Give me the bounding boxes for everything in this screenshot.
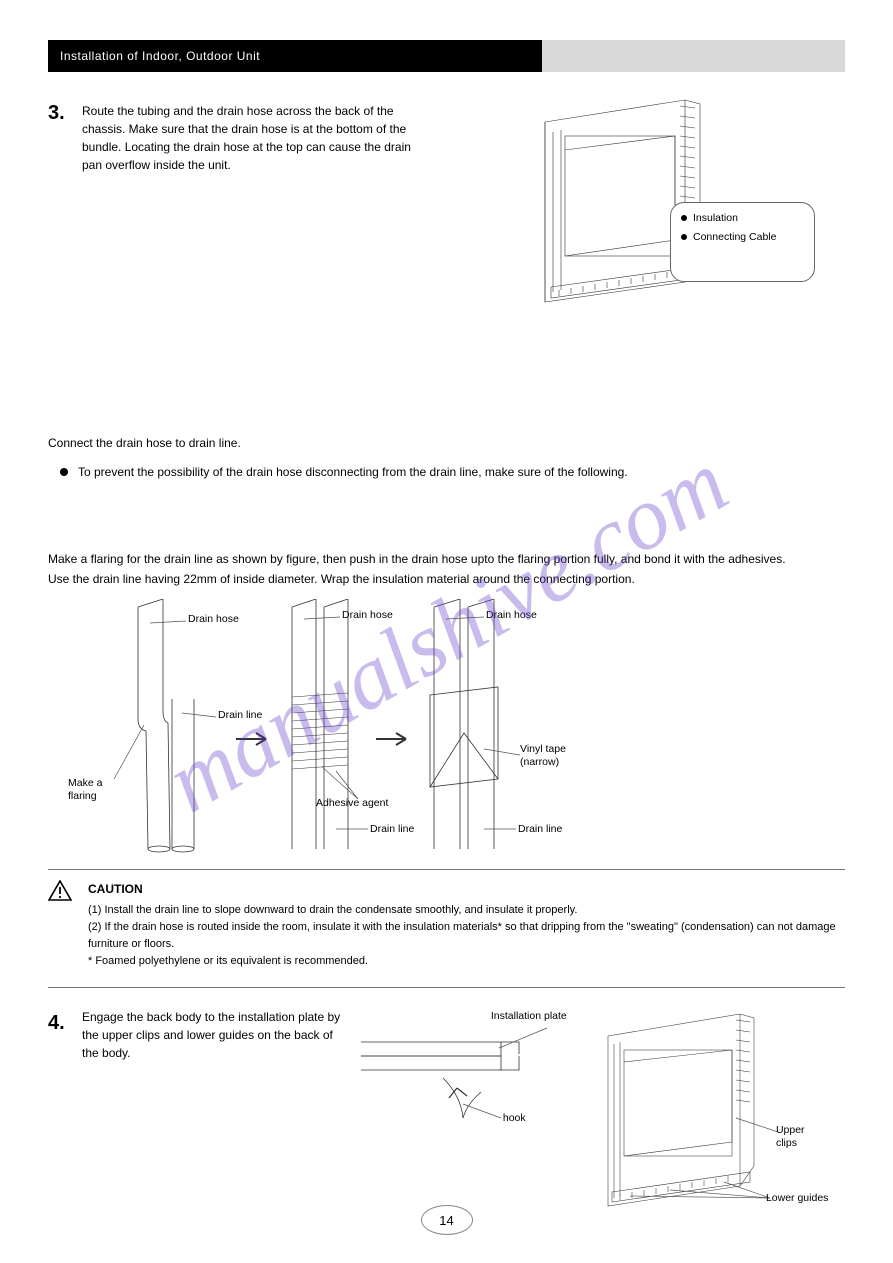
hook-label-hook: hook (503, 1112, 526, 1126)
header-gray-strip (542, 40, 845, 72)
step-3-number: 3. (48, 102, 82, 174)
callout-item-2: Connecting Cable (693, 230, 776, 245)
caution-line-2: (2) If the drain hose is routed inside t… (88, 919, 845, 953)
pipe-label-drain-hose-3: Drain hose (486, 609, 537, 623)
pipe-label-drain-hose-1: Drain hose (188, 613, 239, 627)
callout-box: Insulation Connecting Cable (670, 202, 815, 282)
pipe-svg (68, 599, 668, 859)
step-4-text: Engage the back body to the installation… (82, 1008, 351, 1062)
unit-figure-2-wrap: Upper clips Lower guides (590, 1008, 845, 1218)
step-3-text: Route the tubing and the drain hose acro… (82, 102, 422, 174)
page-number: 14 (421, 1205, 473, 1235)
caution-note: * Foamed polyethylene or its equivalent … (88, 953, 845, 970)
bullet-dot-icon (681, 234, 687, 240)
bottom-row: 4. Engage the back body to the installat… (48, 1008, 845, 1218)
pipe-label-adhesive: Adhesive agent (316, 797, 406, 811)
mid-bullet-text: To prevent the possibility of the drain … (78, 463, 628, 482)
page-number-wrap: 14 (421, 1205, 473, 1235)
caution-title: CAUTION (88, 880, 845, 899)
callout-item-1: Insulation (693, 211, 738, 226)
pipe-label-flaring: Make a flaring (68, 777, 128, 804)
caution-icon (48, 880, 72, 902)
pipe-label-drain-line-1: Drain line (218, 709, 262, 723)
mid-lead-text: Connect the drain hose to drain line. (48, 434, 845, 453)
hook-figure: Installation plate hook (351, 1008, 590, 1218)
mid-paragraph: Make a flaring for the drain line as sho… (48, 550, 808, 588)
content-area: 3. Route the tubing and the drain hose a… (48, 102, 845, 1218)
step-4-row: 4. Engage the back body to the installat… (48, 1008, 351, 1062)
spacer (48, 490, 845, 550)
step-4-number: 4. (48, 1008, 82, 1062)
pipe-label-drain-hose-2: Drain hose (342, 609, 393, 623)
hook-svg (351, 1008, 551, 1168)
bullet-dot-icon (681, 215, 687, 221)
header-bar: Installation of Indoor, Outdoor Unit (48, 40, 845, 72)
page-container: Installation of Indoor, Outdoor Unit 3. … (0, 0, 893, 1263)
caution-block: CAUTION (1) Install the drain line to sl… (48, 869, 845, 988)
unit2-label-lower: Lower guides (766, 1192, 830, 1206)
callout-row-2: Connecting Cable (681, 230, 804, 245)
header-title: Installation of Indoor, Outdoor Unit (48, 40, 542, 72)
step-4-block: 4. Engage the back body to the installat… (48, 1008, 351, 1218)
pipe-label-vinyl-tape: Vinyl tape (narrow) (520, 743, 590, 770)
pipe-label-drain-line-2: Drain line (370, 823, 414, 837)
bullet-dot-icon (60, 468, 68, 476)
unit2-label-upper: Upper clips (776, 1124, 820, 1151)
callout-row-1: Insulation (681, 211, 804, 226)
mid-bullet-row: To prevent the possibility of the drain … (60, 463, 845, 482)
caution-line-1: (1) Install the drain line to slope down… (88, 902, 845, 919)
mid-section: Connect the drain hose to drain line. To… (48, 434, 845, 589)
caution-text: CAUTION (1) Install the drain line to sl… (88, 880, 845, 971)
hook-label-plate: Installation plate (491, 1010, 571, 1024)
indoor-unit-svg-2 (590, 1008, 820, 1218)
unit-figure-1: Insulation Connecting Cable (525, 92, 805, 332)
pipe-diagram: Drain hose Drain line Make a flaring Dra… (68, 599, 668, 859)
pipe-label-drain-line-3: Drain line (518, 823, 562, 837)
unit-figure-2: Upper clips Lower guides (590, 1008, 820, 1218)
